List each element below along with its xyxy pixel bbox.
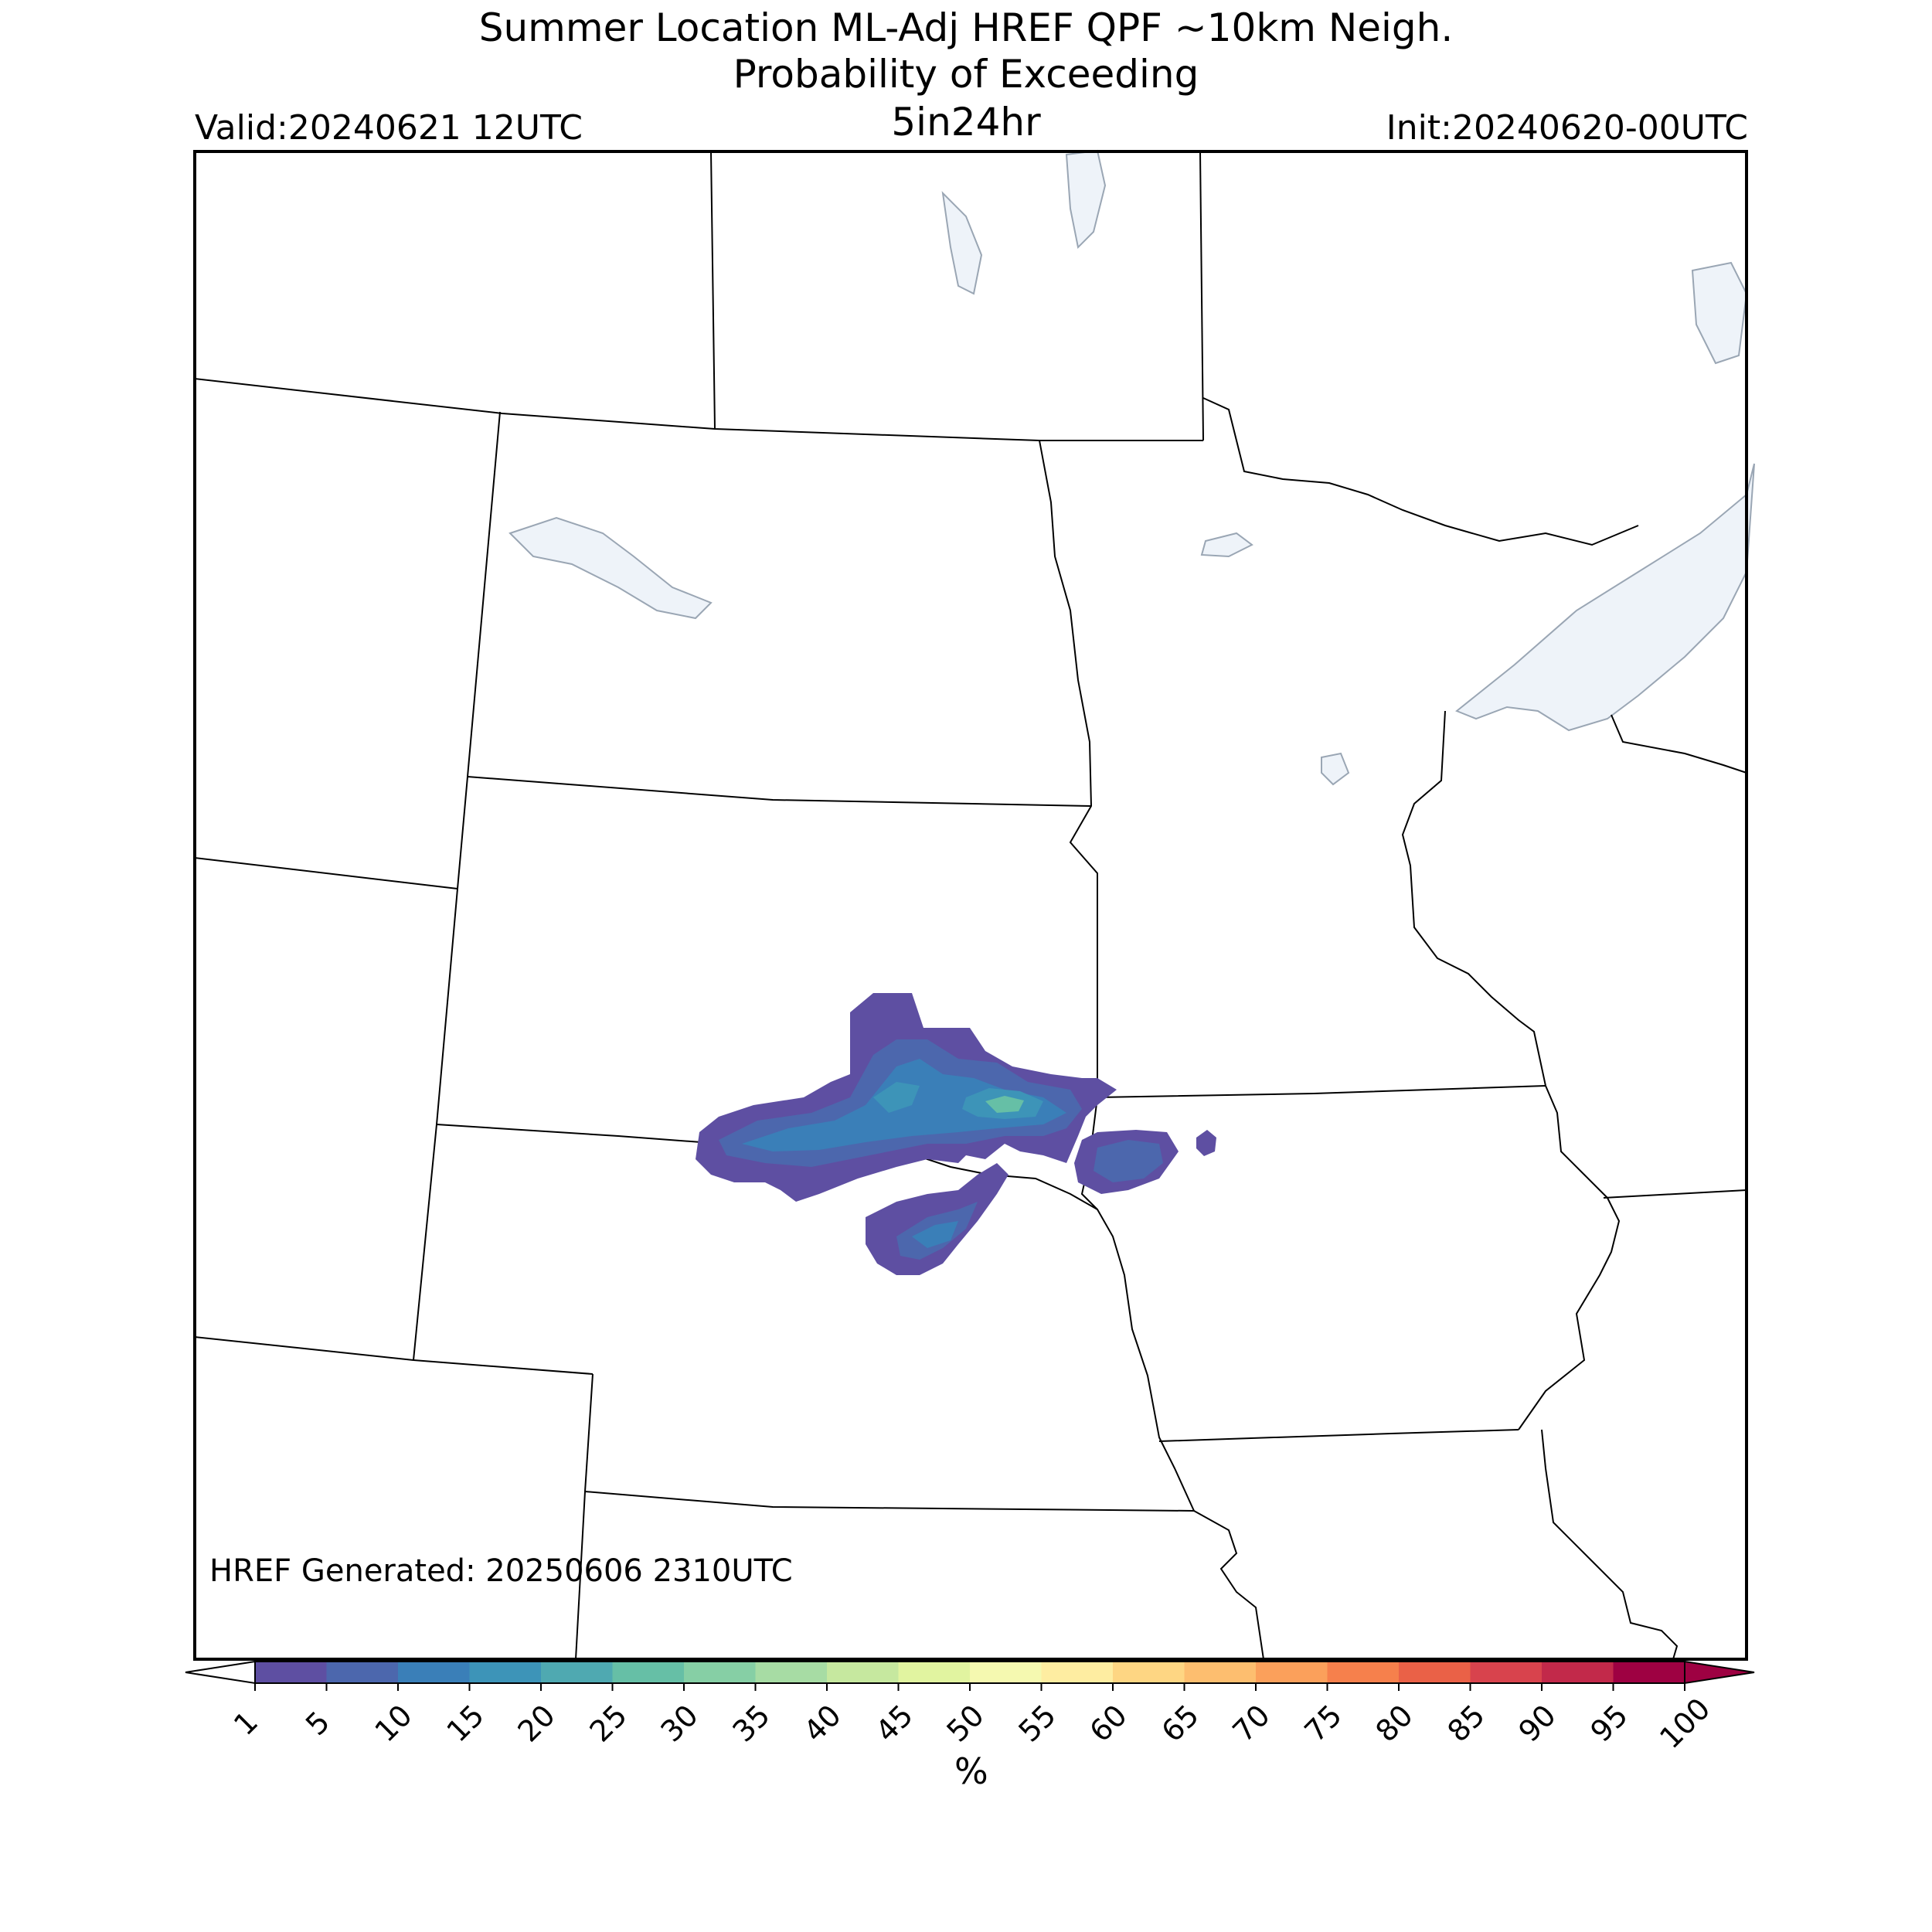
colorbar-over-extension (1684, 1660, 1755, 1685)
border-nd-mn (1039, 440, 1098, 1097)
border-wi-mi (1611, 714, 1747, 774)
border-ia-il (1518, 1085, 1621, 1430)
prob-region-10-15b (912, 1221, 958, 1248)
border-sd-ne (436, 1124, 1098, 1210)
colorbar-under-extension (185, 1660, 256, 1685)
border-ne-ks (584, 1491, 1195, 1512)
generated-note: HREF Generated: 20250606 2310UTC (209, 1553, 793, 1589)
valid-time: Valid:20240621 12UTC (195, 108, 583, 148)
title-line2: Probability of Exceeding (733, 52, 1199, 97)
water-bodies (509, 149, 1755, 786)
colorbar-swatch (684, 1662, 756, 1683)
colorbar-swatch (898, 1662, 971, 1683)
colorbar-swatch (398, 1662, 470, 1683)
border-mt-nd (457, 411, 501, 889)
map-frame (193, 150, 1748, 1661)
colorbar-swatch (827, 1662, 899, 1683)
ontario-lakes (1691, 261, 1748, 365)
lake-sakakawea (509, 516, 713, 620)
colorbar-swatch (1399, 1662, 1471, 1683)
lake-superior (1455, 463, 1755, 732)
prob-region-5-10b (1094, 1140, 1163, 1182)
colorbar-swatch (755, 1662, 828, 1683)
title-line3: 5in24hr (891, 100, 1041, 145)
border-wy-sd (413, 888, 458, 1361)
border-mb-on (1199, 151, 1204, 441)
prob-region-dot (1196, 1130, 1216, 1156)
border-mn-wi (1401, 710, 1546, 1087)
init-time: Init:20240620-00UTC (1386, 108, 1748, 148)
border-co-ne (575, 1373, 594, 1660)
colorbar-swatch (1113, 1662, 1185, 1683)
colorbar-swatch (1327, 1662, 1400, 1683)
colorbar-swatch (1542, 1662, 1614, 1683)
colorbar-unit: % (954, 1750, 988, 1792)
border-mn-canada (1202, 397, 1639, 546)
colorbar-swatch (612, 1662, 685, 1683)
lake-of-the-woods (1065, 149, 1107, 250)
prob-region-15-20b (873, 1082, 920, 1113)
colorbar-swatch (1184, 1662, 1257, 1683)
colorbar-swatch (1041, 1662, 1114, 1683)
colorbar-swatch (970, 1662, 1042, 1683)
border-ia-mo (1158, 1429, 1519, 1442)
border-nd-sd (467, 776, 1092, 807)
border-wi-il (1603, 1189, 1747, 1199)
border-mn-ia (1097, 1085, 1546, 1098)
colorbar-swatch (255, 1662, 327, 1683)
prob-region-20-25 (985, 1096, 1024, 1113)
border-mt-wy (194, 857, 458, 889)
border-wy-co (194, 1336, 594, 1375)
colorbar (185, 1660, 1755, 1691)
mille-lacs (1321, 752, 1350, 786)
probability-field (696, 993, 1216, 1275)
colorbar-swatch (1256, 1662, 1328, 1683)
border-il-mo (1541, 1429, 1679, 1660)
border-sk-mb (710, 151, 716, 430)
lake-winnipeg-south (941, 191, 983, 295)
colorbar-swatch (326, 1662, 399, 1683)
colorbar-swatch (1613, 1662, 1685, 1683)
colorbar-swatch (469, 1662, 542, 1683)
border-us-canada-west (194, 378, 1203, 441)
upper-red-lake (1200, 532, 1253, 558)
political-borders (194, 151, 1747, 1660)
border-ks-mo (1193, 1510, 1264, 1660)
colorbar-swatch (541, 1662, 613, 1683)
title-line1: Summer Location ML-Adj HREF QPF ~10km Ne… (478, 5, 1454, 50)
colorbar-swatch (1470, 1662, 1543, 1683)
